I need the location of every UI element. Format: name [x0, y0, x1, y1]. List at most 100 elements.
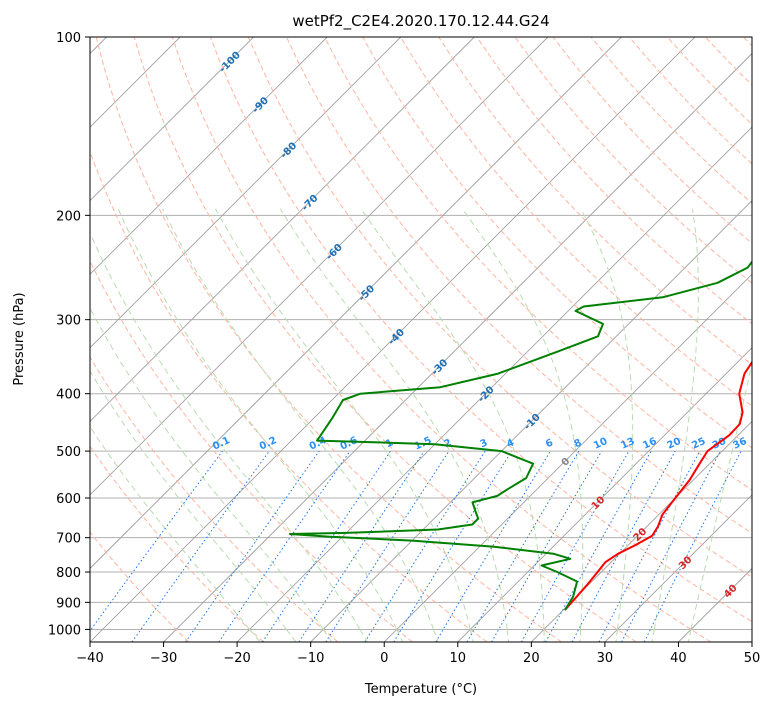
x-tick-label: 40 [670, 651, 687, 666]
mixing-ratio-label: 25 [690, 436, 707, 452]
isotherm-line [90, 37, 622, 570]
moist-adiabat-line [162, 208, 435, 630]
moist-adiabat-line [249, 629, 261, 642]
mixing-ratio-line [218, 450, 351, 642]
moist-adiabat-line [286, 629, 297, 642]
mixing-ratio-line [185, 450, 320, 642]
x-tick-label: −40 [76, 651, 103, 666]
dry-adiabat-line [90, 259, 413, 642]
isotherm-line [531, 420, 752, 642]
moist-adiabat-line [651, 629, 655, 642]
x-tick-label: 10 [450, 651, 467, 666]
plot-area [90, 37, 752, 642]
series-lines [289, 260, 752, 611]
mixing-ratio-line [571, 450, 676, 642]
x-tick-label: 20 [523, 651, 540, 666]
y-tick-label: 200 [56, 209, 81, 224]
temperature-profile-line [564, 360, 752, 611]
mixing-ratio-line [131, 450, 270, 642]
moist-adiabat-line [215, 208, 471, 630]
moist-adiabat-line [433, 629, 439, 642]
y-tick-label: 700 [56, 532, 81, 547]
moist-adiabat-line [117, 208, 398, 630]
y-tick-label: 600 [56, 492, 81, 507]
isotherm-line [90, 37, 254, 202]
moist-adiabat-line [580, 208, 634, 630]
mixing-ratio-label: 8 [572, 437, 583, 450]
moist-adiabat-line [687, 629, 692, 642]
mixing-ratio-label: 20 [666, 436, 683, 452]
x-tick-label: −30 [150, 651, 177, 666]
y-axis: 100 200 300 400 500 600 700 800 900 1000 [48, 31, 90, 638]
moist-adiabat-line [396, 629, 404, 642]
isotherm-line [236, 126, 752, 642]
y-tick-label: 400 [56, 388, 81, 403]
x-tick-label: 30 [597, 651, 614, 666]
moist-adiabat-line [690, 360, 752, 630]
isotherm-line [90, 37, 696, 642]
mixing-ratio-label: 16 [641, 436, 658, 452]
dry-adiabat-line [95, 37, 562, 642]
y-tick-label: 500 [56, 445, 81, 460]
moist-adiabat-line [322, 629, 333, 642]
dry-adiabat-line [324, 37, 752, 491]
moist-adiabat-line [359, 629, 368, 642]
x-tick-label: 0 [380, 651, 388, 666]
x-tick-label: 50 [744, 651, 761, 666]
isotherm-line [163, 52, 752, 642]
mixing-ratio-label: 1 [384, 437, 395, 450]
mixing-ratio-line [393, 450, 513, 642]
isotherm-line [90, 37, 549, 496]
mixing-ratio-label: 13 [619, 436, 636, 452]
mixing-ratio-line [90, 450, 223, 632]
isotherm-line [604, 494, 752, 642]
mixing-ratio-line [643, 450, 742, 642]
moist-adiabat-line [461, 208, 584, 630]
x-axis-label: Temperature (°C) [364, 682, 477, 697]
y-tick-label: 1000 [48, 623, 81, 638]
mixing-ratio-label: 36 [731, 436, 748, 452]
moist-adiabat-line [360, 208, 545, 630]
isotherm-line [90, 37, 475, 422]
mixing-ratio-line [262, 450, 391, 642]
dry-adiabat-line [90, 150, 488, 642]
dry-adiabat-line [90, 356, 339, 642]
moist-adiabat-line [90, 425, 251, 630]
mixing-ratio-line [545, 450, 652, 642]
y-tick-label: 300 [56, 314, 81, 329]
dry-adiabat-line [438, 37, 752, 366]
mixing-ratio-label: 10 [592, 436, 609, 452]
isotherm-line [90, 37, 328, 275]
y-axis-label: Pressure (hPa) [12, 292, 27, 385]
moist-adiabat-line [469, 629, 474, 642]
moist-adiabat-line [506, 629, 510, 642]
moist-adiabat-line [90, 231, 361, 630]
y-tick-label: 800 [56, 566, 81, 581]
x-tick-label: −20 [223, 651, 250, 666]
mixing-ratio-label: 6 [544, 437, 555, 450]
x-axis: −40 −30 −20 −10 0 10 20 30 40 50 [76, 642, 760, 666]
chart-title: wetPf2_C2E4.2020.170.12.44.G24 [292, 12, 549, 31]
reference-lines [90, 37, 752, 642]
dry-adiabat-line [90, 445, 264, 642]
dry-adiabat-line [514, 37, 752, 284]
y-tick-label: 100 [56, 31, 81, 46]
mixing-ratio-line [298, 450, 425, 642]
dry-adiabat-line [247, 37, 752, 578]
dry-adiabat-line [209, 37, 752, 623]
moist-adiabat-line [615, 629, 618, 642]
mixing-ratio-line [521, 450, 630, 642]
moist-adiabat-line [579, 629, 582, 642]
dry-adiabat-line [90, 531, 190, 642]
dewpoint-profile-line [289, 260, 752, 611]
mixing-ratio-label: 3 [479, 437, 490, 450]
mixing-ratio-label: 4 [505, 437, 516, 450]
mixing-ratio-label: 2 [442, 437, 453, 450]
moist-adiabat-line [90, 370, 287, 630]
isotherm-line [457, 347, 752, 642]
plot-frame [89, 36, 753, 643]
dry-adiabat-line [400, 37, 752, 407]
moist-adiabat-line [90, 307, 324, 630]
y-tick-label: 900 [56, 596, 81, 611]
